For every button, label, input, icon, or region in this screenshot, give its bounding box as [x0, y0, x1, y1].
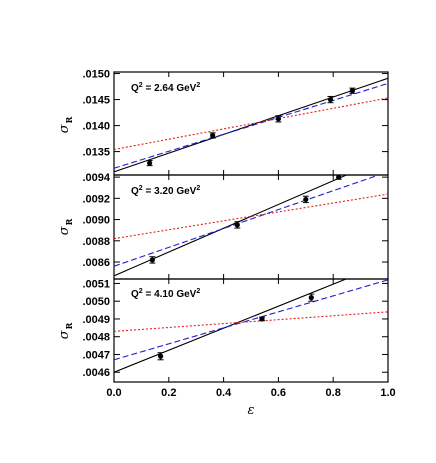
x-tick-label: 1.0 [380, 387, 395, 399]
y-tick-label: .0050 [82, 296, 110, 308]
x-tick-label: 0.0 [106, 387, 121, 399]
y-tick-label: .0086 [82, 257, 110, 269]
fit-line-dashed [114, 175, 381, 267]
y-tick-label: .0145 [82, 95, 110, 107]
data-point [336, 175, 342, 180]
fit-line-solid [114, 77, 388, 173]
y-axis-title: σR [57, 322, 74, 339]
y-tick-label: .0046 [82, 367, 110, 379]
data-point [149, 257, 155, 263]
y-tick-label: .0047 [82, 349, 110, 361]
chart-marks: .0135 .0140 .0145 .0150 .0086 .0088 .0090 .0092… [82, 69, 395, 399]
data-point [210, 132, 216, 139]
data-point [303, 196, 309, 203]
y-tick-label: .0088 [82, 236, 110, 248]
data-point [349, 88, 355, 94]
panel-label: Q2 = 3.20 GeV2 [131, 185, 200, 197]
x-tick-label: 0.6 [271, 387, 286, 399]
y-tick-label: .0094 [82, 172, 110, 184]
panel-frame [113, 278, 389, 383]
fit-line-solid [114, 175, 348, 277]
x-tick-label: 0.8 [326, 387, 341, 399]
y-tick-label: .0135 [82, 147, 110, 159]
y-tick-label: .0090 [82, 215, 110, 227]
data-point [327, 96, 334, 103]
x-axis-title: ε [248, 403, 255, 418]
y-tick-label: .0048 [82, 332, 110, 344]
y-tick-label: .0051 [82, 278, 110, 290]
y-tick-label: .0092 [82, 193, 110, 205]
x-tick-label: 0.2 [161, 387, 176, 399]
data-point [147, 160, 153, 166]
fit-line-dashed [114, 82, 388, 169]
y-tick-label: .0049 [82, 314, 110, 326]
data-point [234, 222, 240, 228]
data-point [308, 295, 314, 301]
y-tick-label: .0140 [82, 121, 110, 133]
x-tick-label: 0.4 [216, 387, 232, 399]
data-point [275, 116, 281, 122]
y-axis-title: σR [57, 218, 74, 235]
data-point [259, 316, 265, 322]
fit-line-dashed [114, 279, 388, 361]
panel-plot-area [114, 279, 388, 373]
fit-line-dotted [114, 97, 388, 151]
panel-plot-area [114, 77, 388, 173]
panel-label: Q2 = 4.10 GeV2 [131, 288, 200, 300]
y-tick-label: .0150 [82, 69, 110, 81]
panel-label: Q2 = 2.64 GeV2 [131, 82, 200, 94]
fit-line-dotted [114, 311, 388, 332]
panel-plot-area [114, 175, 388, 277]
y-axis-title: σR [57, 116, 74, 133]
data-point [157, 353, 164, 359]
